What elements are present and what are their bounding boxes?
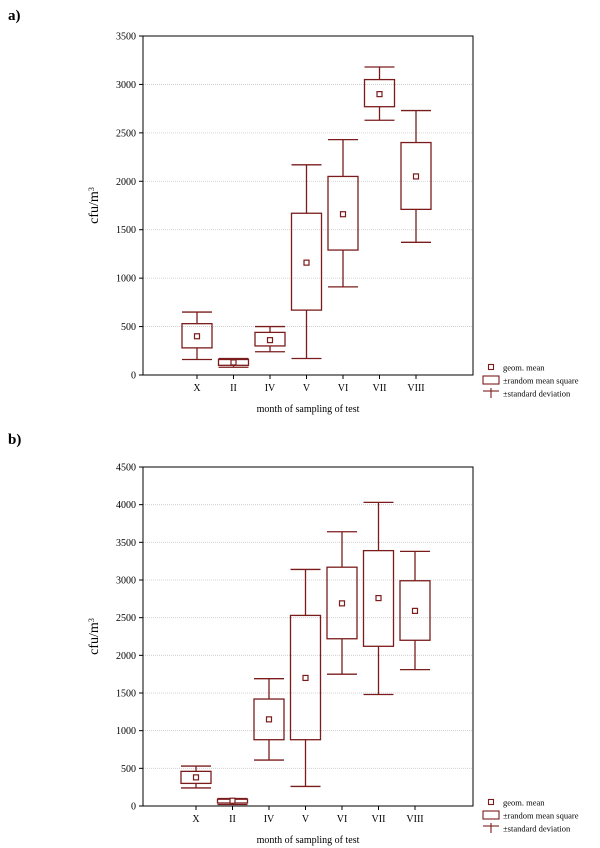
x-tick-label: X (192, 814, 200, 825)
x-tick-label: VI (338, 383, 349, 394)
box-IV (254, 325, 286, 353)
y-tick-label: 3000 (116, 80, 136, 91)
mean-marker (193, 333, 201, 340)
x-tick-label: X (193, 383, 201, 394)
box-VI (326, 531, 358, 675)
legend-label: geom. mean (503, 363, 545, 373)
box-rect (327, 175, 359, 251)
box-VII (363, 66, 396, 121)
y-tick-label: 2000 (116, 177, 136, 188)
box-VIII (400, 109, 432, 243)
y-tick-label: 0 (131, 802, 136, 813)
y-tick-label: 3500 (116, 32, 136, 43)
mean-marker (412, 173, 420, 180)
legend-label: ±standard deviation (503, 824, 571, 834)
box-rect (181, 323, 213, 349)
box-rect (326, 566, 358, 640)
box-rect (400, 141, 432, 211)
box-VI (327, 138, 359, 288)
legend-symbol-mean (487, 798, 495, 806)
y-tick-label: 3500 (116, 538, 136, 549)
y-tick-label: 500 (121, 764, 136, 775)
y-axis-label-superscript: 3 (87, 618, 96, 622)
y-tick-label: 4000 (116, 500, 136, 511)
mean-marker (266, 337, 274, 344)
y-tick-label: 1000 (116, 274, 136, 285)
y-tick-label: 0 (131, 371, 136, 382)
mean-marker (339, 211, 347, 218)
box-II (216, 797, 249, 806)
mean-marker (265, 716, 273, 723)
mean-marker (338, 600, 346, 607)
mean-marker (411, 607, 419, 614)
box-X (180, 765, 212, 789)
box-rect (290, 212, 323, 311)
x-tick-label: IV (264, 814, 275, 825)
box-II (217, 357, 250, 368)
x-tick-label: V (302, 814, 310, 825)
box-rect (253, 698, 285, 741)
box-VIII (399, 550, 431, 671)
y-tick-label: 2500 (116, 128, 136, 139)
x-tick-label: II (230, 383, 237, 394)
box-X (181, 311, 213, 361)
y-axis-label: cfu/m3 (87, 618, 103, 655)
y-tick-label: 4500 (116, 463, 136, 474)
legend-label: ±random mean square (503, 811, 579, 821)
plot-frame (142, 466, 474, 807)
y-tick-label: 3000 (116, 576, 136, 587)
box-VII (362, 501, 395, 696)
mean-marker (192, 774, 200, 781)
mean-marker (229, 797, 236, 804)
legend-label: ±standard deviation (503, 389, 571, 399)
panel-label-a: a) (8, 8, 21, 24)
y-tick-label: 2500 (116, 613, 136, 624)
mean-marker (376, 91, 383, 98)
mean-marker (302, 674, 309, 682)
panel-label-b: b) (8, 432, 22, 448)
box-rect (254, 331, 286, 347)
y-tick-label: 500 (121, 322, 136, 333)
mean-marker (303, 259, 310, 266)
legend-label: geom. mean (503, 798, 545, 808)
y-tick-label: 1500 (116, 225, 136, 236)
chart-b: 0 500 1000 1500 2000 2500 3000 3500 4000 4500 X II I… (87, 463, 579, 847)
legend-symbol-box (482, 375, 500, 385)
x-tick-label: VIII (407, 383, 424, 394)
box-IV (253, 678, 285, 761)
box-rect (399, 580, 431, 641)
y-tick-label: 1000 (116, 726, 136, 737)
mean-marker (375, 594, 382, 602)
x-tick-label: VI (337, 814, 348, 825)
x-axis-label: month of sampling of test (257, 404, 360, 415)
x-tick-label: IV (265, 383, 276, 394)
box-rect (180, 770, 212, 785)
y-tick-label: 1500 (116, 689, 136, 700)
x-tick-label: VII (372, 814, 386, 825)
x-tick-label: VII (373, 383, 387, 394)
box-V (290, 164, 323, 360)
x-tick-label: II (229, 814, 236, 825)
legend-symbol-mean (487, 363, 495, 371)
box-rect (289, 614, 322, 741)
mean-marker (230, 359, 237, 366)
box-rect (363, 78, 396, 108)
y-axis-label: cfu/m3 (87, 187, 103, 224)
x-axis-label: month of sampling of test (257, 835, 360, 846)
box-V (289, 568, 322, 788)
legend-label: ±random mean square (503, 376, 579, 386)
x-tick-label: VIII (406, 814, 423, 825)
x-tick-label: V (303, 383, 311, 394)
legend-symbol-box (482, 810, 500, 820)
chart-a: 0 500 1000 1500 2000 2500 3000 3500 X II IV V VI VII V… (87, 32, 579, 416)
box-rect (362, 549, 395, 647)
plot-frame (142, 35, 474, 376)
y-axis-label-superscript: 3 (87, 187, 96, 191)
y-tick-label: 2000 (116, 651, 136, 662)
